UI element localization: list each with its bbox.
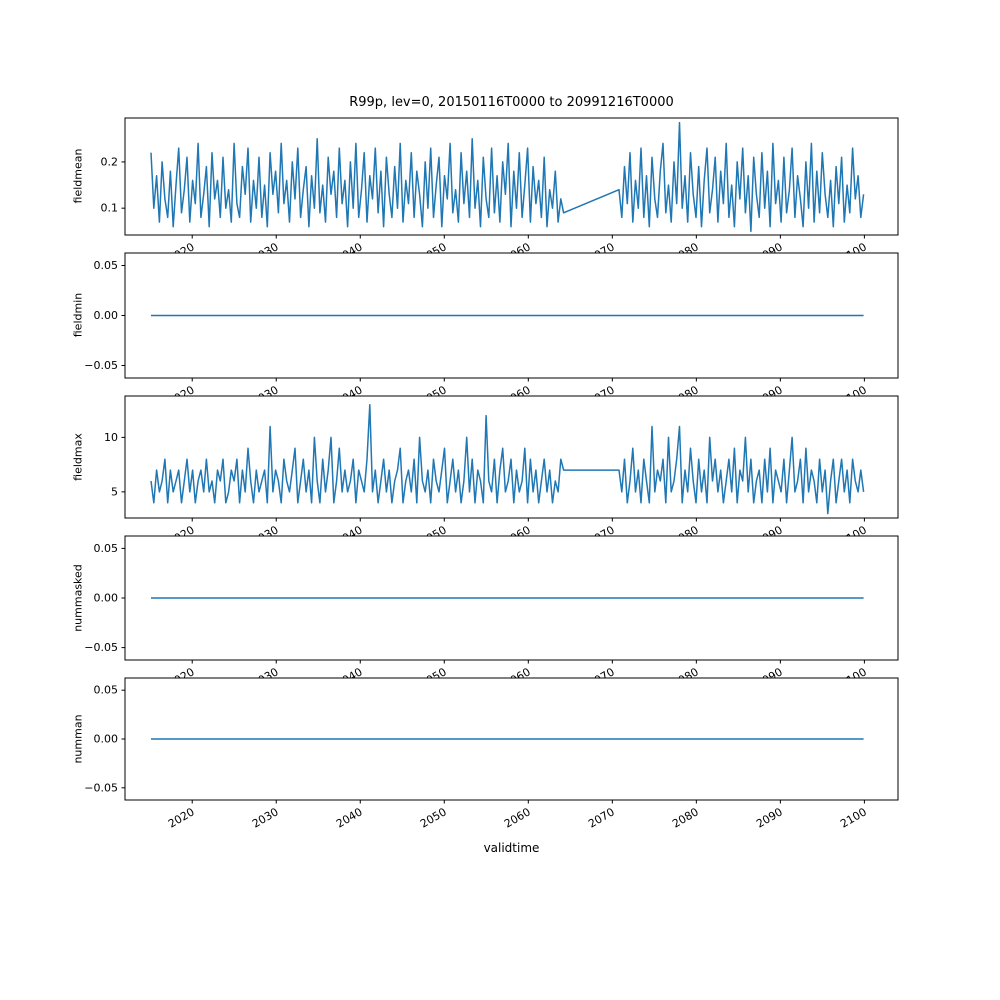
ylabel-numman: numman bbox=[71, 714, 85, 764]
svg-text:2070: 2070 bbox=[586, 805, 617, 830]
svg-text:10: 10 bbox=[104, 431, 118, 444]
svg-text:0.05: 0.05 bbox=[94, 259, 119, 272]
svg-text:0.05: 0.05 bbox=[94, 684, 119, 697]
svg-text:2020: 2020 bbox=[166, 805, 197, 830]
ylabel-fieldmax: fieldmax bbox=[71, 433, 85, 481]
svg-text:2060: 2060 bbox=[502, 805, 533, 830]
svg-text:0.00: 0.00 bbox=[94, 592, 119, 605]
xlabel-validtime: validtime bbox=[483, 841, 540, 855]
svg-text:5: 5 bbox=[111, 485, 118, 498]
svg-text:2090: 2090 bbox=[754, 805, 785, 830]
ylabel-fieldmin: fieldmin bbox=[71, 292, 85, 338]
svg-text:−0.05: −0.05 bbox=[84, 641, 118, 654]
svg-text:0.05: 0.05 bbox=[94, 542, 119, 555]
svg-text:0.00: 0.00 bbox=[94, 733, 119, 746]
svg-text:−0.05: −0.05 bbox=[84, 781, 118, 794]
svg-text:0.2: 0.2 bbox=[101, 155, 119, 168]
svg-text:0.1: 0.1 bbox=[101, 202, 119, 215]
svg-text:2100: 2100 bbox=[838, 805, 869, 830]
svg-text:2040: 2040 bbox=[334, 805, 365, 830]
svg-text:−0.05: −0.05 bbox=[84, 359, 118, 372]
svg-text:2030: 2030 bbox=[250, 805, 281, 830]
svg-text:0.00: 0.00 bbox=[94, 309, 119, 322]
svg-text:2080: 2080 bbox=[670, 805, 701, 830]
ylabel-nummasked: nummasked bbox=[71, 564, 85, 632]
figure-title: R99p, lev=0, 20150116T0000 to 20991216T0… bbox=[349, 95, 674, 110]
svg-text:2050: 2050 bbox=[418, 805, 449, 830]
ylabel-fieldmean: fieldmean bbox=[71, 148, 85, 204]
